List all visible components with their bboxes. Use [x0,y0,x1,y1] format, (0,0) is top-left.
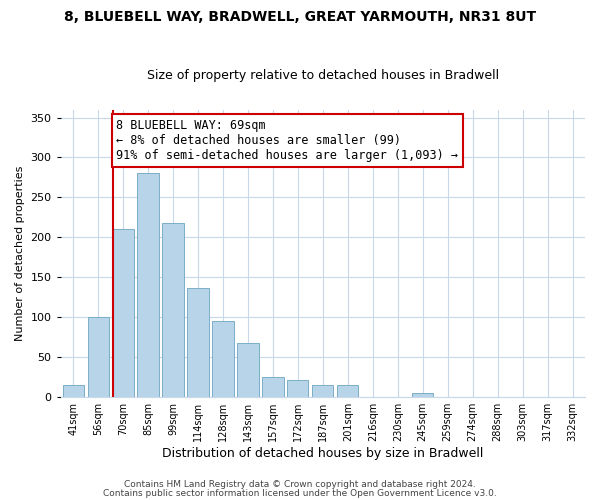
Bar [412,393,433,397]
Bar [337,385,358,397]
Bar [287,380,308,397]
Bar [238,343,259,397]
Text: Contains HM Land Registry data © Crown copyright and database right 2024.: Contains HM Land Registry data © Crown c… [124,480,476,489]
X-axis label: Distribution of detached houses by size in Bradwell: Distribution of detached houses by size … [162,447,484,460]
Bar [113,228,134,397]
Bar [312,385,334,397]
Title: Size of property relative to detached houses in Bradwell: Size of property relative to detached ho… [147,69,499,82]
Bar [88,316,109,397]
Bar [212,322,233,397]
Text: 8, BLUEBELL WAY, BRADWELL, GREAT YARMOUTH, NR31 8UT: 8, BLUEBELL WAY, BRADWELL, GREAT YARMOUT… [64,10,536,24]
Text: 8 BLUEBELL WAY: 69sqm
← 8% of detached houses are smaller (99)
91% of semi-detac: 8 BLUEBELL WAY: 69sqm ← 8% of detached h… [116,119,458,162]
Bar [137,174,159,397]
Y-axis label: Number of detached properties: Number of detached properties [15,166,25,341]
Bar [187,288,209,397]
Text: Contains public sector information licensed under the Open Government Licence v3: Contains public sector information licen… [103,488,497,498]
Bar [262,377,284,397]
Bar [163,223,184,397]
Bar [62,385,84,397]
